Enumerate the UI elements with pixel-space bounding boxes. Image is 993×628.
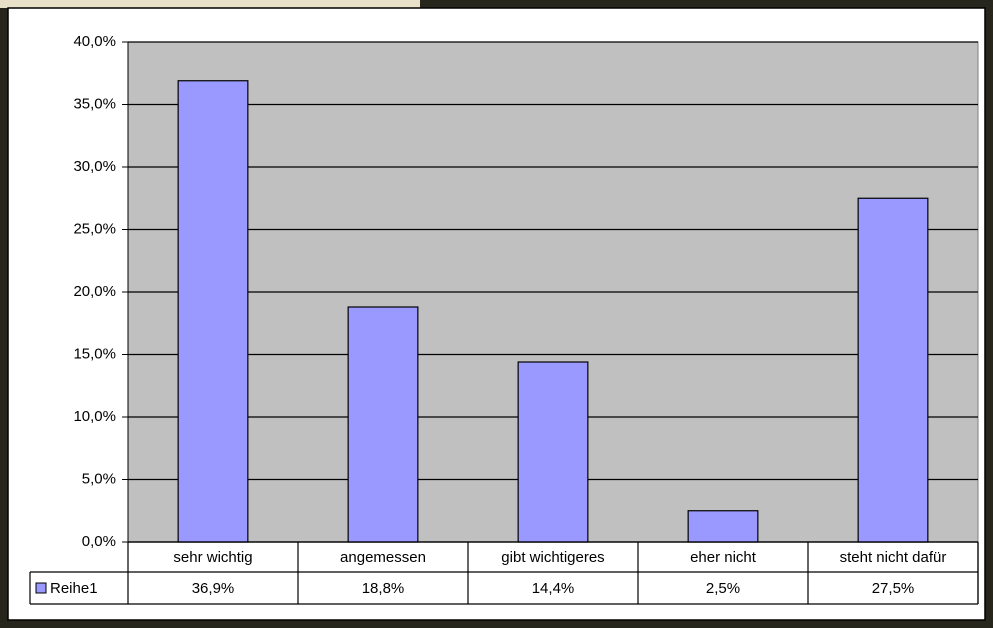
- table-value: 27,5%: [872, 580, 915, 597]
- y-tick-label: 20,0%: [73, 283, 116, 300]
- table-value: 14,4%: [532, 580, 575, 597]
- bar: [517, 361, 589, 543]
- legend-label: Reihe1: [50, 580, 98, 597]
- bar: [687, 510, 759, 543]
- y-tick-label: 5,0%: [82, 470, 116, 487]
- x-tick-label: eher nicht: [690, 549, 757, 566]
- bar: [857, 197, 929, 543]
- backdrop: [0, 0, 420, 8]
- y-tick-label: 10,0%: [73, 408, 116, 425]
- bar: [177, 80, 249, 543]
- bar: [347, 306, 419, 543]
- y-tick-label: 25,0%: [73, 220, 116, 237]
- y-tick-label: 30,0%: [73, 158, 116, 175]
- legend-key: [35, 582, 47, 594]
- x-tick-label: sehr wichtig: [173, 549, 252, 566]
- x-tick-label: gibt wichtigeres: [501, 549, 604, 566]
- table-value: 36,9%: [192, 580, 235, 597]
- table-value: 18,8%: [362, 580, 405, 597]
- y-tick-label: 0,0%: [82, 533, 116, 550]
- y-tick-label: 40,0%: [73, 33, 116, 50]
- x-tick-label: steht nicht dafür: [840, 549, 947, 566]
- table-value: 2,5%: [706, 580, 740, 597]
- y-tick-label: 15,0%: [73, 345, 116, 362]
- y-tick-label: 35,0%: [73, 95, 116, 112]
- x-tick-label: angemessen: [340, 549, 426, 566]
